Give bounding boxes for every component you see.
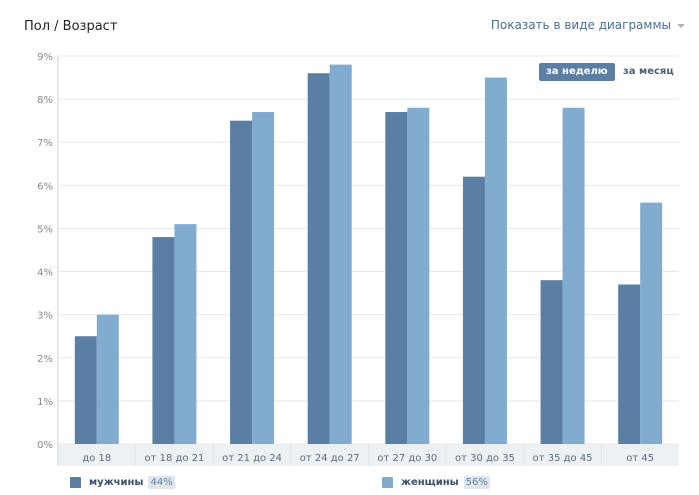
bar-women <box>252 112 275 445</box>
y-tick-label: 4% <box>37 268 53 279</box>
legend-percent-women: 56% <box>463 476 490 489</box>
y-tick-label: 8% <box>37 95 53 106</box>
period-month-button[interactable]: за месяц <box>623 66 674 77</box>
bar-women <box>562 107 585 444</box>
legend-item-men[interactable]: мужчины 44% <box>70 476 175 489</box>
bar-women <box>640 202 663 444</box>
x-tick-label: до 18 <box>82 453 111 464</box>
bar-women <box>329 64 352 444</box>
bar-women <box>407 107 430 444</box>
bar-women <box>174 224 197 444</box>
chevron-down-icon <box>677 24 685 28</box>
legend-label-women: женщины <box>401 477 459 488</box>
x-tick-label: от 18 до 21 <box>144 453 204 464</box>
legend-percent-men: 44% <box>148 476 175 489</box>
bar-men <box>74 336 97 444</box>
y-tick-label: 1% <box>37 397 53 408</box>
bar-men <box>152 237 175 444</box>
y-tick-label: 3% <box>37 311 53 322</box>
view-toggle-label: Показать в виде диаграммы <box>490 18 671 32</box>
view-toggle-dropdown[interactable]: Показать в виде диаграммы <box>491 18 685 32</box>
x-tick-label: от 21 до 24 <box>222 453 282 464</box>
legend-label-men: мужчины <box>89 477 144 488</box>
bar-men <box>385 112 408 445</box>
y-tick-label: 7% <box>37 138 53 149</box>
bar-women <box>484 77 507 445</box>
y-tick-label: 5% <box>37 224 53 235</box>
legend-swatch-women <box>382 477 393 488</box>
y-tick-label: 9% <box>37 52 53 63</box>
bar-men <box>230 120 253 445</box>
x-tick-label: от 27 до 30 <box>377 453 437 464</box>
page-title: Пол / Возраст <box>24 19 118 34</box>
x-tick-label: от 24 до 27 <box>300 453 360 464</box>
x-tick-label: от 30 до 35 <box>455 453 515 464</box>
bar-men <box>540 280 563 444</box>
bar-men <box>307 73 330 444</box>
y-tick-label: 2% <box>37 354 53 365</box>
bar-women <box>96 314 119 444</box>
y-tick-label: 6% <box>37 181 53 192</box>
bar-men <box>618 284 641 444</box>
x-tick-label: от 35 до 45 <box>533 453 593 464</box>
y-tick-label: 0% <box>37 440 53 451</box>
legend-swatch-men <box>70 477 81 488</box>
legend-item-women[interactable]: женщины 56% <box>382 476 490 489</box>
bar-men <box>462 176 485 444</box>
period-week-button[interactable]: за неделю <box>539 63 615 81</box>
x-tick-label: от 45 <box>626 453 654 464</box>
